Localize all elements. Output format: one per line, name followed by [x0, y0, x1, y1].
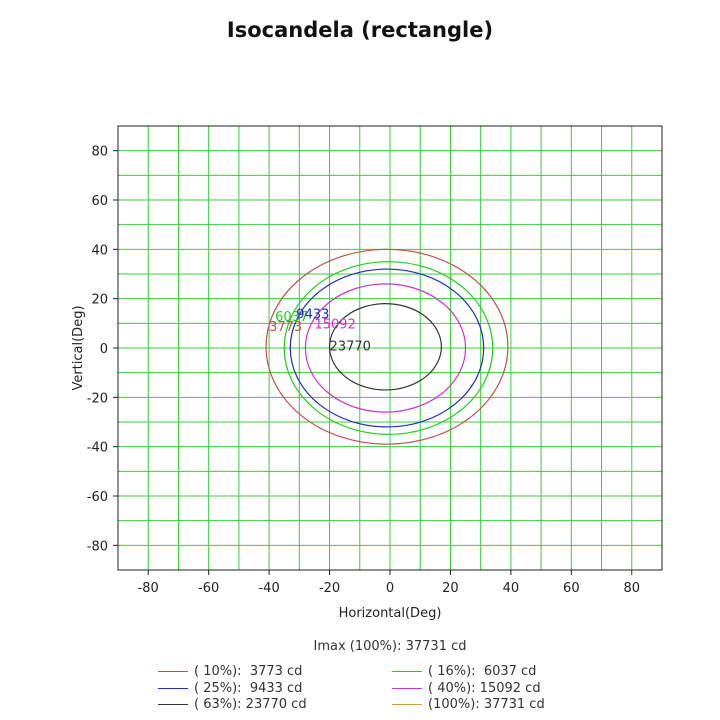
x-tick-label: 20: [442, 581, 459, 596]
legend-label: ( 10%): 3773 cd: [194, 664, 303, 679]
legend-item: ( 40%): 15092 cd: [392, 681, 541, 697]
y-tick-label: 80: [91, 145, 108, 160]
y-tick-label: 40: [91, 243, 108, 258]
contour-3773: [265, 248, 509, 445]
imax-label: Imax (100%): 37731 cd: [313, 639, 467, 654]
x-tick-label: 40: [503, 581, 520, 596]
y-axis-label: Vertical(Deg): [71, 305, 86, 390]
legend-label: ( 63%): 23770 cd: [194, 697, 307, 712]
contour-label-9433: 9433: [296, 307, 329, 322]
contour-6037: [283, 261, 494, 435]
x-axis-label: Horizontal(Deg): [339, 606, 442, 621]
contour-9433: [289, 268, 485, 428]
legend-swatch: [158, 671, 188, 672]
legend-label: ( 25%): 9433 cd: [194, 681, 303, 696]
legend-swatch: [392, 704, 422, 705]
y-tick-label: 60: [91, 194, 108, 209]
contour-23770: [328, 303, 442, 391]
legend-swatch: [392, 671, 422, 672]
legend-item: (100%): 37731 cd: [392, 697, 545, 713]
legend-item: ( 63%): 23770 cd: [158, 697, 307, 713]
contours: [265, 248, 509, 445]
legend-swatch: [392, 688, 422, 689]
legend-item: ( 10%): 3773 cd: [158, 664, 302, 680]
contour-15092: [304, 283, 467, 413]
x-tick-label: 0: [386, 581, 394, 596]
x-tick-label: -80: [138, 581, 159, 596]
y-tick-label: -80: [87, 539, 108, 554]
x-tick-label: 60: [563, 581, 580, 596]
y-tick-label: 20: [91, 293, 108, 308]
y-tick-label: -60: [87, 490, 108, 505]
contour-label-23770: 23770: [330, 340, 371, 355]
legend-swatch: [158, 704, 188, 705]
contour-label-3773: 3773: [269, 320, 302, 335]
contour-label-6037: 6037: [275, 310, 308, 325]
legend-item: ( 16%): 6037 cd: [392, 664, 536, 680]
legend-label: ( 16%): 6037 cd: [428, 664, 537, 679]
chart-title: Isocandela (rectangle): [226, 18, 494, 42]
x-tick-label: -60: [198, 581, 219, 596]
legend-label: ( 40%): 15092 cd: [428, 681, 541, 696]
x-tick-label: -40: [258, 581, 279, 596]
y-tick-label: -40: [87, 441, 108, 456]
y-tick-label: -20: [87, 391, 108, 406]
x-tick-label: 80: [624, 581, 641, 596]
contour-label-15092: 15092: [314, 317, 355, 332]
legend-label: (100%): 37731 cd: [428, 697, 545, 712]
legend-swatch: [158, 688, 188, 689]
x-tick-label: -20: [319, 581, 340, 596]
y-tick-label: 0: [100, 342, 108, 357]
legend-item: ( 25%): 9433 cd: [158, 681, 302, 697]
